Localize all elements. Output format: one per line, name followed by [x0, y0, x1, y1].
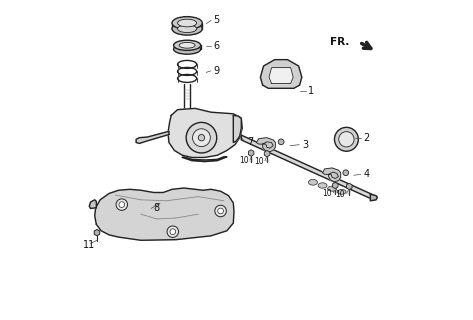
Ellipse shape — [328, 186, 337, 191]
Polygon shape — [323, 168, 341, 182]
Polygon shape — [256, 138, 275, 152]
Ellipse shape — [308, 180, 317, 185]
Polygon shape — [136, 131, 169, 143]
Ellipse shape — [318, 183, 327, 188]
Ellipse shape — [179, 43, 195, 48]
Polygon shape — [269, 68, 293, 84]
Polygon shape — [182, 157, 227, 162]
Ellipse shape — [177, 19, 197, 27]
Text: 5: 5 — [214, 15, 220, 26]
Text: 4: 4 — [363, 169, 369, 179]
Text: 11: 11 — [83, 240, 95, 250]
Polygon shape — [370, 194, 377, 201]
Circle shape — [193, 129, 210, 147]
Text: FR.: FR. — [330, 37, 350, 47]
Circle shape — [167, 226, 178, 237]
Text: 10: 10 — [240, 156, 249, 165]
Circle shape — [119, 202, 125, 207]
Text: 6: 6 — [214, 41, 219, 51]
Text: 10: 10 — [335, 190, 345, 199]
Polygon shape — [89, 200, 96, 208]
Circle shape — [116, 199, 128, 210]
Text: 10: 10 — [323, 189, 332, 198]
Ellipse shape — [174, 40, 201, 50]
Polygon shape — [95, 188, 234, 240]
Ellipse shape — [339, 132, 354, 147]
Text: 1: 1 — [308, 85, 315, 96]
Polygon shape — [241, 135, 374, 200]
Circle shape — [186, 123, 217, 153]
Circle shape — [198, 134, 205, 141]
Circle shape — [278, 139, 284, 145]
Circle shape — [343, 170, 349, 176]
Text: 2: 2 — [363, 133, 369, 143]
Ellipse shape — [172, 17, 202, 29]
Ellipse shape — [174, 44, 201, 54]
Circle shape — [170, 229, 175, 235]
Ellipse shape — [337, 189, 346, 194]
Polygon shape — [233, 116, 241, 142]
Circle shape — [218, 208, 223, 214]
Text: 7: 7 — [247, 137, 253, 147]
Circle shape — [215, 205, 226, 217]
Ellipse shape — [172, 22, 202, 35]
Ellipse shape — [177, 25, 197, 33]
Polygon shape — [261, 60, 302, 88]
Text: 9: 9 — [214, 66, 219, 76]
Text: 8: 8 — [154, 204, 160, 213]
Polygon shape — [168, 108, 242, 157]
Text: 10: 10 — [254, 157, 263, 166]
Text: 3: 3 — [302, 140, 308, 150]
Ellipse shape — [334, 127, 359, 151]
